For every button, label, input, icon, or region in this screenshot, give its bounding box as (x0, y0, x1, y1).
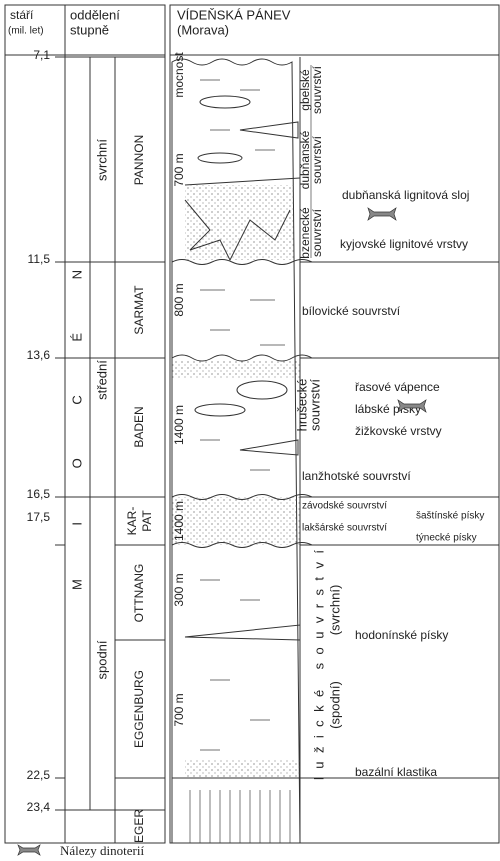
header-text: oddělení (70, 7, 120, 22)
stage-label: BADEN (132, 406, 146, 447)
formation-label: (svrchní) (327, 585, 342, 636)
age-label: 17,5 (27, 510, 51, 524)
formation-label: souvrství (310, 208, 324, 257)
header-text: (mil. let) (8, 26, 44, 37)
unit-label: řasové vápence (355, 380, 440, 394)
subepoch-label: střední (94, 360, 109, 400)
unit-label: závodské souvrství (302, 501, 387, 512)
header-text: stupně (70, 22, 109, 37)
header-text: VÍDEŇSKÁ PÁNEV (177, 7, 291, 22)
legend-label: Nálezy dinoterií (60, 843, 144, 858)
formation-label: bzenecké (298, 207, 312, 259)
stage-label: EGGENBURG (132, 670, 146, 748)
thickness-label: 1400 m (172, 405, 186, 445)
age-label: 22,5 (27, 768, 51, 782)
subepoch-label: svrchní (94, 139, 109, 181)
formation-label: (spodní) (327, 681, 342, 729)
header-text: stáří (10, 8, 34, 22)
formation-label: dubňanské (298, 130, 312, 189)
thickness-label: 700 m (172, 693, 186, 726)
header-text: (Morava) (177, 22, 229, 37)
formation-label: lužické souvrství (311, 550, 326, 780)
stage-label: PAT (140, 510, 154, 532)
unit-label: hodonínské písky (355, 628, 448, 642)
formation-label: souvrství (310, 65, 324, 114)
boundaries (55, 56, 165, 811)
age-label: 16,5 (27, 487, 51, 501)
stage-label: SARMAT (132, 285, 146, 335)
unit-label: bazální klastika (355, 765, 437, 779)
unit-label: šaštínské písky (416, 511, 484, 522)
thickness-label: mocnost (172, 52, 186, 98)
dinothere-icon (17, 207, 427, 856)
formation-label: souvrství (307, 379, 322, 431)
stage-label: EGER (132, 809, 146, 843)
thickness-label: 300 m (172, 573, 186, 606)
unit-label: lakšárské souvrství (302, 523, 387, 534)
stage-label: OTTNANG (132, 564, 146, 623)
thickness-label: 800 m (172, 283, 186, 316)
unit-label: lanžhotské souvrství (302, 469, 411, 483)
formation-label: gbelské (298, 69, 312, 111)
strat-column (171, 57, 313, 844)
stage-label: PANNON (132, 135, 146, 185)
unit-label: kyjovské lignitové vrstvy (340, 237, 468, 251)
right-frame (169, 4, 500, 844)
stage-label: KAR- (125, 507, 139, 536)
thickness-label: 1400 m (172, 501, 186, 541)
age-label: 13,6 (27, 348, 51, 362)
formation-label: hrušecké (294, 379, 309, 432)
formation-label: souvrství (310, 135, 324, 184)
age-label: 7,1 (33, 48, 50, 62)
unit-label: týnecké písky (416, 533, 477, 544)
subepoch-label: spodní (94, 640, 109, 679)
boundaries (300, 261, 499, 779)
age-label: 11,5 (28, 252, 51, 266)
thickness-label: 700 m (172, 153, 186, 186)
unit-label: bílovické souvrství (302, 304, 401, 318)
epoch-label: MIOCÉN (69, 270, 84, 590)
age-label: 23,4 (27, 800, 51, 814)
unit-label: dubňanská lignitová sloj (342, 188, 469, 202)
unit-label: žižkovské vrstvy (355, 424, 442, 438)
